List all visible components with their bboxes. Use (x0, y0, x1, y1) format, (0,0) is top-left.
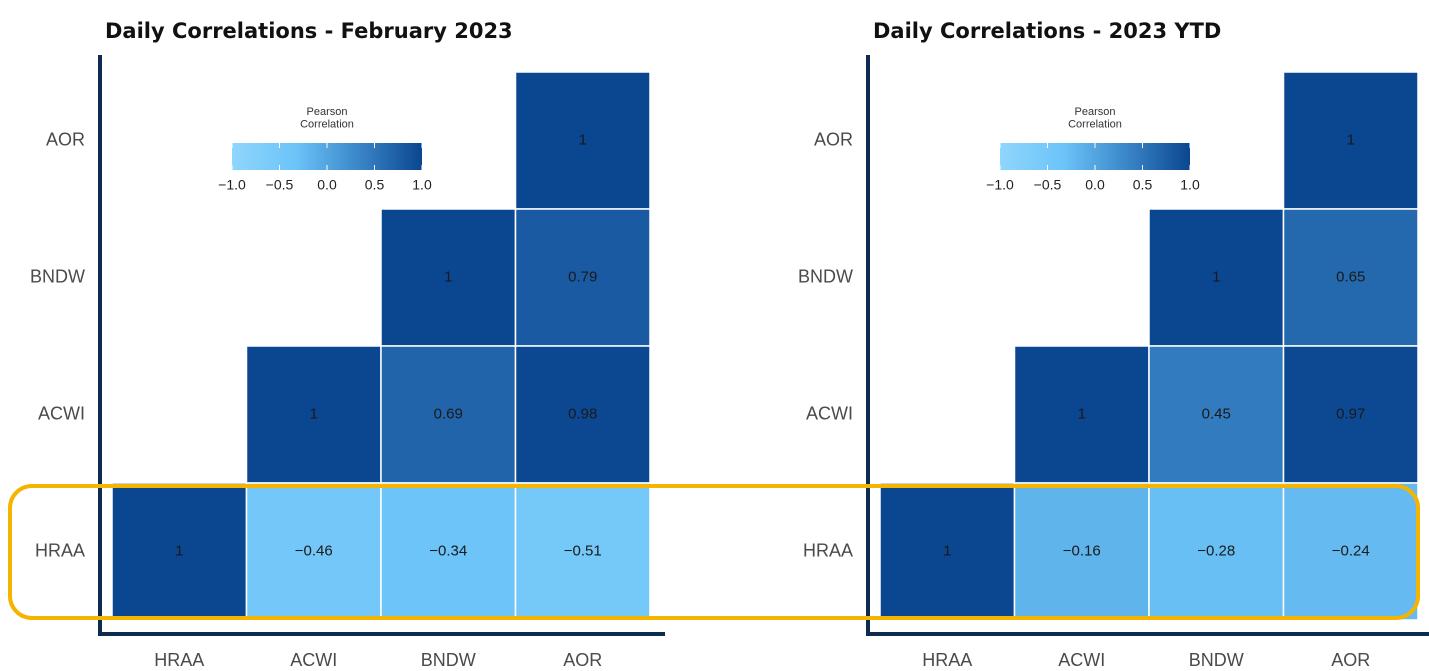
colorbar-title: Pearson Correlation (1068, 106, 1122, 131)
heatmap-cell (1148, 345, 1285, 484)
colorbar-tick-label: −0.5 (1034, 177, 1062, 193)
x-tick-label: AOR (563, 650, 602, 670)
highlight-box (8, 484, 1420, 620)
heatmap-cell (1282, 345, 1419, 484)
colorbar-tick-label: −0.5 (266, 177, 294, 193)
y-tick-label: BNDW (798, 266, 853, 286)
cell-label: 1 (175, 542, 183, 559)
cell-label: 1 (444, 268, 452, 285)
heatmap-cell (514, 345, 651, 484)
cell-label: −0.51 (564, 542, 602, 559)
colorbar-tick-label: −1.0 (986, 177, 1014, 193)
heatmap-cell (1282, 482, 1419, 621)
cell-label: −0.46 (295, 542, 333, 559)
x-tick-label: HRAA (922, 650, 972, 670)
colorbar-tick-label: 1.0 (1180, 177, 1200, 193)
cell-label: 0.65 (1336, 268, 1365, 285)
heatmap-cell (1282, 208, 1419, 347)
cell-label: 0.69 (434, 405, 463, 422)
cell-label: 0.45 (1202, 405, 1231, 422)
cell-label: −0.28 (1197, 542, 1235, 559)
colorbar-tick-label: 1.0 (412, 177, 432, 193)
cell-label: 1 (1347, 131, 1355, 148)
heatmap-cell (514, 208, 651, 347)
heatmap-cell (245, 345, 382, 484)
cell-label: 1 (579, 131, 587, 148)
colorbar-tick-label: 0.5 (365, 177, 385, 193)
y-tick-label: ACWI (38, 403, 85, 423)
heatmap-cell (380, 482, 517, 621)
y-tick-label: BNDW (30, 266, 85, 286)
colorbar-tick-label: −1.0 (218, 177, 246, 193)
colorbar-tick-label: 0.5 (1133, 177, 1153, 193)
heatmap-cell (111, 482, 248, 621)
heatmap-cell (1148, 482, 1285, 621)
heatmap-cell (380, 208, 517, 347)
y-tick-label: HRAA (35, 540, 85, 560)
chart-title: Daily Correlations - February 2023 (105, 19, 513, 43)
cell-label: 0.97 (1336, 405, 1365, 422)
cell-label: −0.24 (1332, 542, 1370, 559)
cell-label: −0.34 (429, 542, 467, 559)
chart-title: Daily Correlations - 2023 YTD (873, 19, 1221, 43)
cell-label: 1 (1078, 405, 1086, 422)
x-tick-label: HRAA (154, 650, 204, 670)
cell-label: 0.79 (568, 268, 597, 285)
cell-label: 1 (943, 542, 951, 559)
colorbar-tick-label: 0.0 (317, 177, 337, 193)
heatmap-cell (1282, 71, 1419, 210)
cell-label: 1 (1212, 268, 1220, 285)
cell-label: 0.98 (568, 405, 597, 422)
y-tick-label: HRAA (803, 540, 853, 560)
x-tick-label: AOR (1331, 650, 1370, 670)
cell-label: 1 (310, 405, 318, 422)
colorbar-tick-label: 0.0 (1085, 177, 1105, 193)
heatmap-cell (514, 71, 651, 210)
y-tick-label: AOR (46, 129, 85, 149)
cell-label: −0.16 (1063, 542, 1101, 559)
heatmap-cell (514, 482, 651, 621)
colorbar-title: Pearson Correlation (300, 106, 354, 131)
x-tick-label: BNDW (1189, 650, 1244, 670)
x-tick-label: ACWI (1058, 650, 1105, 670)
y-tick-label: AOR (814, 129, 853, 149)
x-tick-label: BNDW (421, 650, 476, 670)
x-tick-label: ACWI (290, 650, 337, 670)
heatmap-cell (879, 482, 1016, 621)
y-tick-label: ACWI (806, 403, 853, 423)
